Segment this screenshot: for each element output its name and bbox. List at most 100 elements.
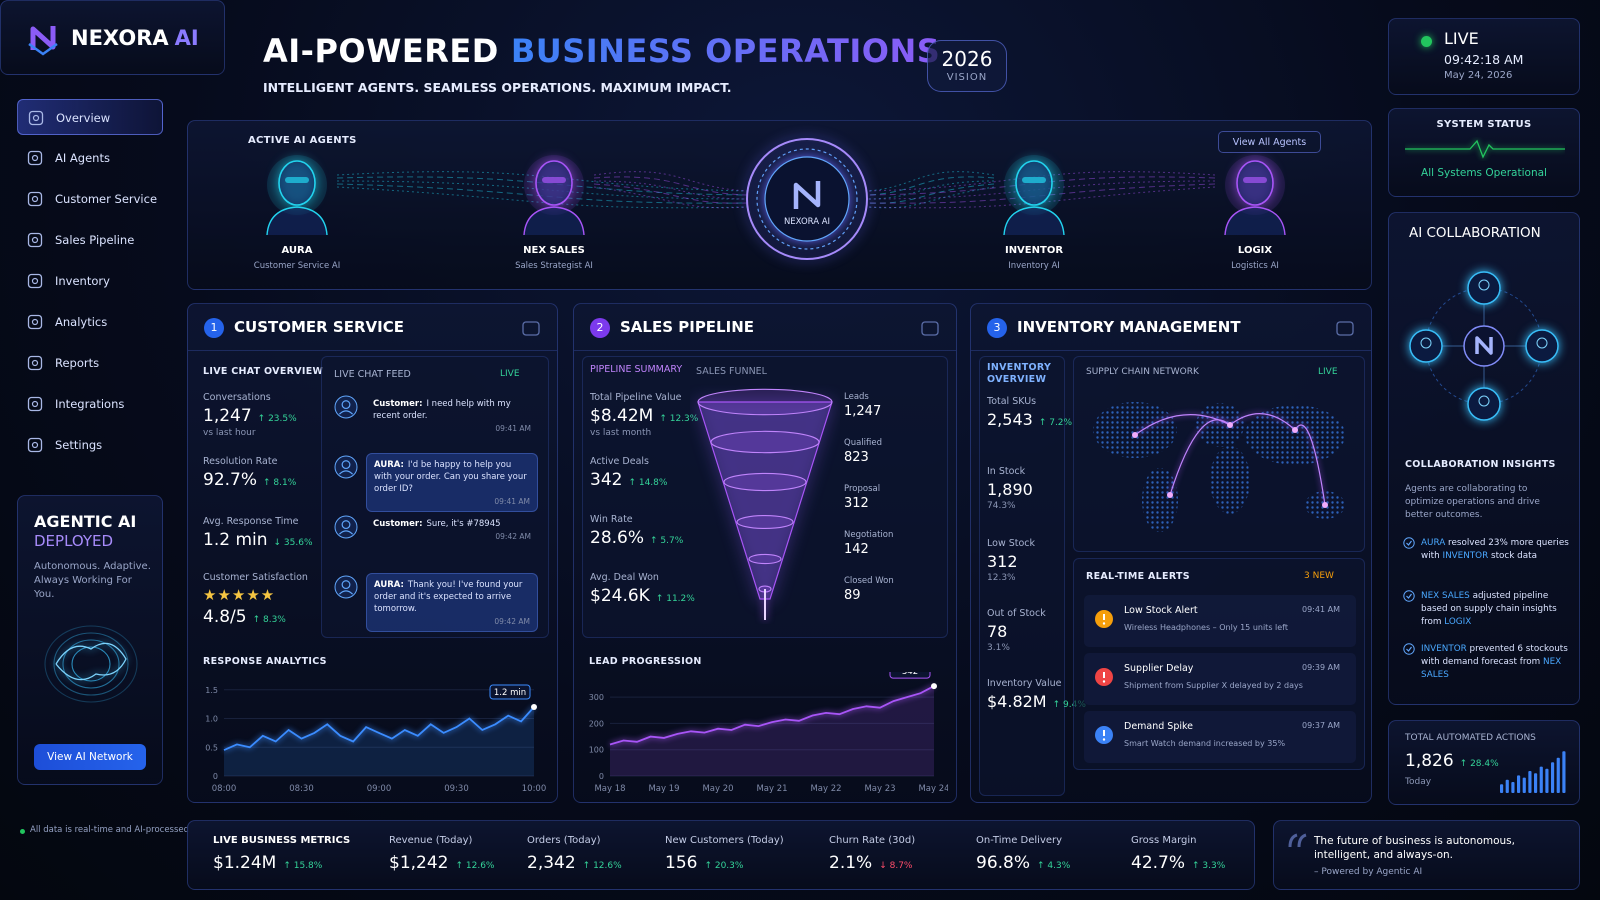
live-badge: LIVE [1318,367,1338,377]
metric-label: Total SKUs [987,396,1037,407]
avatar-ring [334,395,358,419]
agent-message: AURA: Thank you! I've found your order an… [366,573,538,632]
brain-glow [53,632,129,696]
bar [1517,775,1521,793]
metric-change: ↑ 8.3% [252,615,286,625]
alert-icon [1095,726,1113,744]
icon-shape [31,441,39,449]
funnel-layer [697,388,833,416]
quote-text: The future of business is autonomous, in… [1314,835,1515,861]
nav-label: Settings [55,438,103,452]
avatar-ring [334,575,358,599]
funnel-stage-value: 1,247 [844,404,882,419]
funnel-layer [710,430,820,454]
quote-glyph [1288,833,1307,848]
panel-title: AI COLLABORATION [1409,225,1541,241]
customer-message: Customer: I need help with my recent orde… [366,393,538,438]
alert-icon [1095,610,1113,628]
funnel-stage-value: 823 [844,450,869,465]
line [609,685,935,746]
business-metrics-bar: LIVE BUSINESS METRICS $1.24M ↑ 15.8% Revenu… [187,820,1255,890]
metric-row: 156 ↑ 20.3% [665,853,743,873]
footnote: All data is real-time and AI-processed [30,825,190,835]
nav-item[interactable]: AI Agents [17,140,163,176]
alerts-box: REAL-TIME ALERTS 3 NEW Low Stock Alert 09:4… [1073,558,1365,770]
section-title: REAL-TIME ALERTS [1086,571,1190,582]
title-accent: BUSINESS OPERATIONS [510,32,941,70]
agent-avatar [523,155,585,235]
message-time: 09:42 AM [495,532,531,541]
agent-connections [336,138,1216,260]
live-dot [1421,36,1432,47]
nav-item[interactable]: Reports [17,345,163,381]
nav-item[interactable]: Sales Pipeline [17,222,163,258]
agent-network [1409,271,1559,421]
agent-role: Customer Service AI [253,261,341,271]
metric-note: 3.1% [987,643,1010,653]
connection-line [866,176,995,196]
nav-item[interactable]: Analytics [17,304,163,340]
metric-block: In Stock 1,890 74.3% [987,466,1033,511]
icon-shape [27,273,43,289]
alert-icon [1095,668,1113,686]
connection-line [593,183,748,204]
alert-item: Supplier Delay 09:39 AM Shipment from Supp… [1084,653,1356,705]
nav-item[interactable]: Inventory [17,263,163,299]
insight-text: AURA resolved 23% more queries with INVE… [1421,537,1569,563]
check-icon [1403,590,1415,602]
nav-label: Inventory [55,274,110,288]
primary-button[interactable]: View AI Network [34,744,146,770]
customer-service-panel: 1 CUSTOMER SERVICE LIVE CHAT OVERVIEW Conve… [187,303,558,803]
agent-shoulders [1003,206,1065,235]
agent-avatar [1003,155,1065,235]
message-time: 09:42 AM [494,617,530,626]
metric-change: ↑ 9.4% [1052,700,1086,710]
metric-value: 42.7% [1131,853,1186,873]
agent-node [1525,329,1559,363]
check-ring [1403,643,1415,655]
nav-icon [27,355,43,371]
check-mark [1406,646,1412,652]
metric-value: 28.6% [590,528,645,548]
message-time: 09:41 AM [494,497,530,506]
icon-shape [27,150,43,166]
agent-name: AURA [281,245,313,256]
route [1229,413,1296,431]
metric-row: 28.6% ↑ 5.7% [590,528,683,548]
section-title: RESPONSE ANALYTICS [203,656,327,667]
nav-item[interactable]: Customer Service [17,181,163,217]
nav-item[interactable]: Overview [17,99,163,135]
nav-item[interactable]: Integrations [17,386,163,422]
panel-icon [1336,321,1354,336]
avatar-ring [334,455,358,479]
alerts-badge: 3 NEW [1304,571,1334,581]
nav-label: Overview [56,111,111,125]
center-logo [1475,336,1493,355]
alert-text: Wireless Headphones – Only 15 units left [1124,623,1288,632]
view-all-button[interactable]: View All Agents [1218,131,1321,153]
check-ring [1403,590,1415,602]
metric-row: 312 [987,552,1035,571]
check-mark [1406,540,1412,546]
hub-ring [756,148,858,250]
avatar [334,575,358,599]
metric-label: New Customers (Today) [665,835,784,846]
metric-row: 1,247 ↑ 23.5% [203,406,297,426]
route [1169,419,1231,496]
bar [1522,777,1526,793]
page-subtitle: INTELLIGENT AGENTS. SEAMLESS OPERATIONS.… [263,80,732,95]
funnel-layer [723,472,807,492]
metric-change: ↑ 28.4% [1459,759,1499,769]
y-tick-label: 1.5 [205,686,218,695]
x-tick-label: 09:00 [367,784,392,794]
metric-value: 156 [665,853,698,873]
metric-value: 78 [987,622,1008,641]
check-ring [1403,537,1415,549]
metric-label: Customer Satisfaction [203,572,308,583]
metric-value: 312 [987,552,1018,571]
nav-item[interactable]: Settings [17,427,163,463]
route [1294,424,1326,506]
message-sender: AURA: [374,460,404,470]
agent-node-head [1536,337,1548,349]
funnel-stage-label: Qualified [844,438,882,448]
